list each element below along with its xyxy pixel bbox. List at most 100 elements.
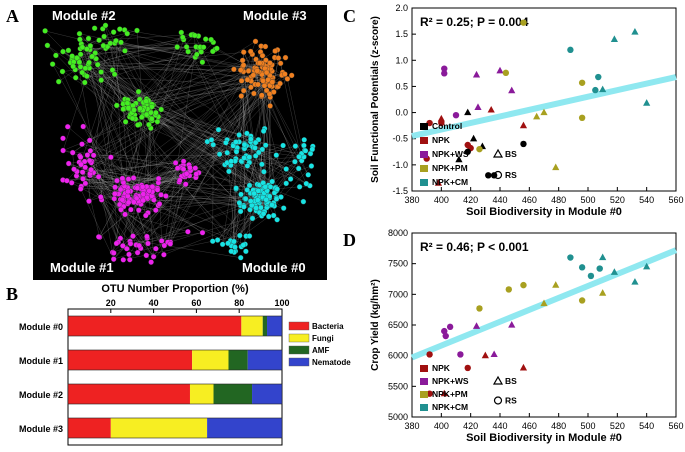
network-node	[95, 234, 102, 240]
network-node	[254, 68, 260, 74]
shape-legend-label: BS	[505, 376, 517, 386]
network-node	[82, 79, 88, 86]
network-node	[150, 253, 157, 260]
bar-outline	[67, 315, 283, 337]
x-tick-label: 400	[434, 421, 449, 431]
shape-legend-triangle	[492, 148, 504, 158]
x-tick-label: 440	[492, 421, 507, 431]
network-node	[180, 158, 187, 165]
data-point	[487, 105, 495, 113]
network-node	[163, 193, 169, 199]
network-node	[79, 169, 86, 175]
network-node	[236, 200, 243, 206]
network-node	[113, 240, 120, 247]
network-node	[209, 238, 216, 244]
network-node	[77, 64, 84, 70]
data-point	[464, 364, 471, 372]
network-node	[183, 170, 190, 177]
data-point	[599, 253, 607, 261]
legend-swatch	[420, 151, 428, 158]
legend-swatch	[420, 179, 428, 186]
y-tick-label: -1.0	[392, 160, 408, 170]
network-node	[248, 84, 254, 91]
network-node	[126, 251, 132, 258]
network-node	[118, 206, 124, 213]
plot-frame	[67, 308, 283, 446]
y-tick-label: 5000	[388, 412, 408, 422]
network-node	[252, 139, 259, 146]
legend-swatch	[420, 391, 428, 398]
y-axis-label: Crop Yield (kg/hm²)	[370, 279, 381, 371]
network-node	[64, 177, 70, 184]
data-point	[631, 278, 639, 285]
network-node	[250, 72, 257, 78]
network-node	[223, 139, 229, 146]
network-node	[296, 184, 303, 190]
network-node	[135, 88, 142, 95]
network-node	[84, 73, 90, 79]
shape-legend-label: RS	[505, 396, 517, 406]
network-node	[252, 145, 258, 151]
y-tick-label: 7500	[388, 259, 408, 269]
legend-label: NPK+CM	[432, 177, 468, 187]
network-node	[278, 194, 284, 200]
network-node	[138, 114, 145, 120]
network-node	[77, 154, 84, 160]
stacked-bar-chart: 20 40 60 80 100 Module #0 Module #1 Module #2 Mo…	[19, 298, 351, 446]
network-node	[96, 37, 102, 43]
x-tick-label: 500	[580, 421, 595, 431]
data-point	[502, 69, 510, 77]
x-tick-label: 460	[522, 195, 537, 205]
network-node	[146, 188, 152, 194]
network-node	[210, 48, 216, 55]
network-node	[283, 166, 289, 172]
network-node	[261, 82, 268, 89]
data-point	[508, 321, 516, 328]
legend-swatch	[420, 165, 428, 172]
network-node	[263, 196, 269, 203]
legend-swatch	[420, 378, 428, 385]
network-node	[69, 149, 76, 156]
network-node	[44, 42, 51, 49]
y-tick-label: 7000	[388, 289, 408, 299]
network-node	[125, 193, 131, 199]
data-point	[446, 323, 454, 331]
network-node	[199, 59, 206, 65]
data-point	[567, 254, 574, 261]
data-point	[519, 363, 528, 371]
network-node	[273, 152, 280, 158]
network-node	[301, 137, 307, 143]
bar-segment	[262, 316, 268, 336]
network-node	[98, 194, 104, 200]
network-node	[82, 180, 89, 187]
x-tick-label: 60	[191, 298, 201, 308]
network-node	[64, 123, 71, 130]
network-node	[161, 251, 167, 258]
network-node	[101, 33, 107, 40]
legend-label: NPK	[432, 363, 451, 373]
network-node	[277, 60, 284, 67]
network-node	[219, 241, 226, 248]
network-node	[277, 80, 283, 87]
network-node	[113, 102, 120, 109]
network-node	[194, 51, 200, 58]
data-point	[578, 297, 586, 304]
legend-label: NPK+WS	[432, 149, 469, 159]
network-node	[262, 142, 269, 148]
network-node	[300, 198, 307, 205]
network-node	[120, 257, 127, 263]
data-point	[455, 155, 463, 163]
network-node	[110, 256, 117, 262]
network-node	[236, 132, 242, 138]
network-node	[124, 100, 131, 106]
network-node	[86, 198, 92, 204]
y-tick-label: 5500	[388, 381, 408, 391]
data-point	[442, 332, 449, 340]
data-point	[519, 121, 528, 129]
network-node	[143, 98, 149, 104]
network-node	[127, 256, 133, 263]
data-point	[476, 145, 483, 153]
network-node	[94, 61, 101, 68]
network-node	[253, 205, 259, 211]
network-node	[55, 78, 62, 85]
